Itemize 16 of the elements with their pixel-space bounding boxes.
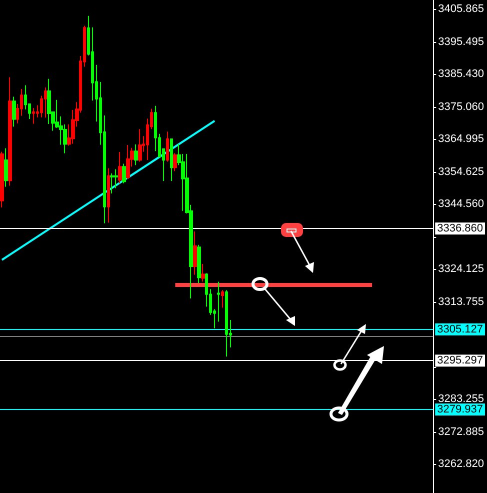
y-tick-label: 3385.430 (438, 68, 484, 80)
y-tick-label: 3364.995 (438, 133, 484, 146)
y-tick-label: 3375.060 (438, 100, 484, 113)
ref-line-label: 3336.860 (437, 222, 484, 234)
y-tick-label: 3283.255 (438, 392, 484, 405)
ref-line-label: 3279.937 (437, 404, 484, 416)
y-tick-label: 3344.560 (438, 198, 484, 210)
ref-line-label: 3305.127 (437, 323, 484, 336)
y-tick-label: 3262.820 (438, 458, 484, 470)
y-tick-label: 3354.625 (438, 166, 484, 178)
y-tick-label: 3272.885 (438, 426, 484, 438)
y-tick-label: 3405.865 (438, 3, 484, 16)
y-tick-label: 3324.125 (438, 263, 484, 276)
y-tick-label: 3313.755 (438, 296, 484, 308)
ref-line-label: 3295.297 (437, 354, 484, 367)
y-tick-label: 3395.495 (438, 36, 484, 48)
